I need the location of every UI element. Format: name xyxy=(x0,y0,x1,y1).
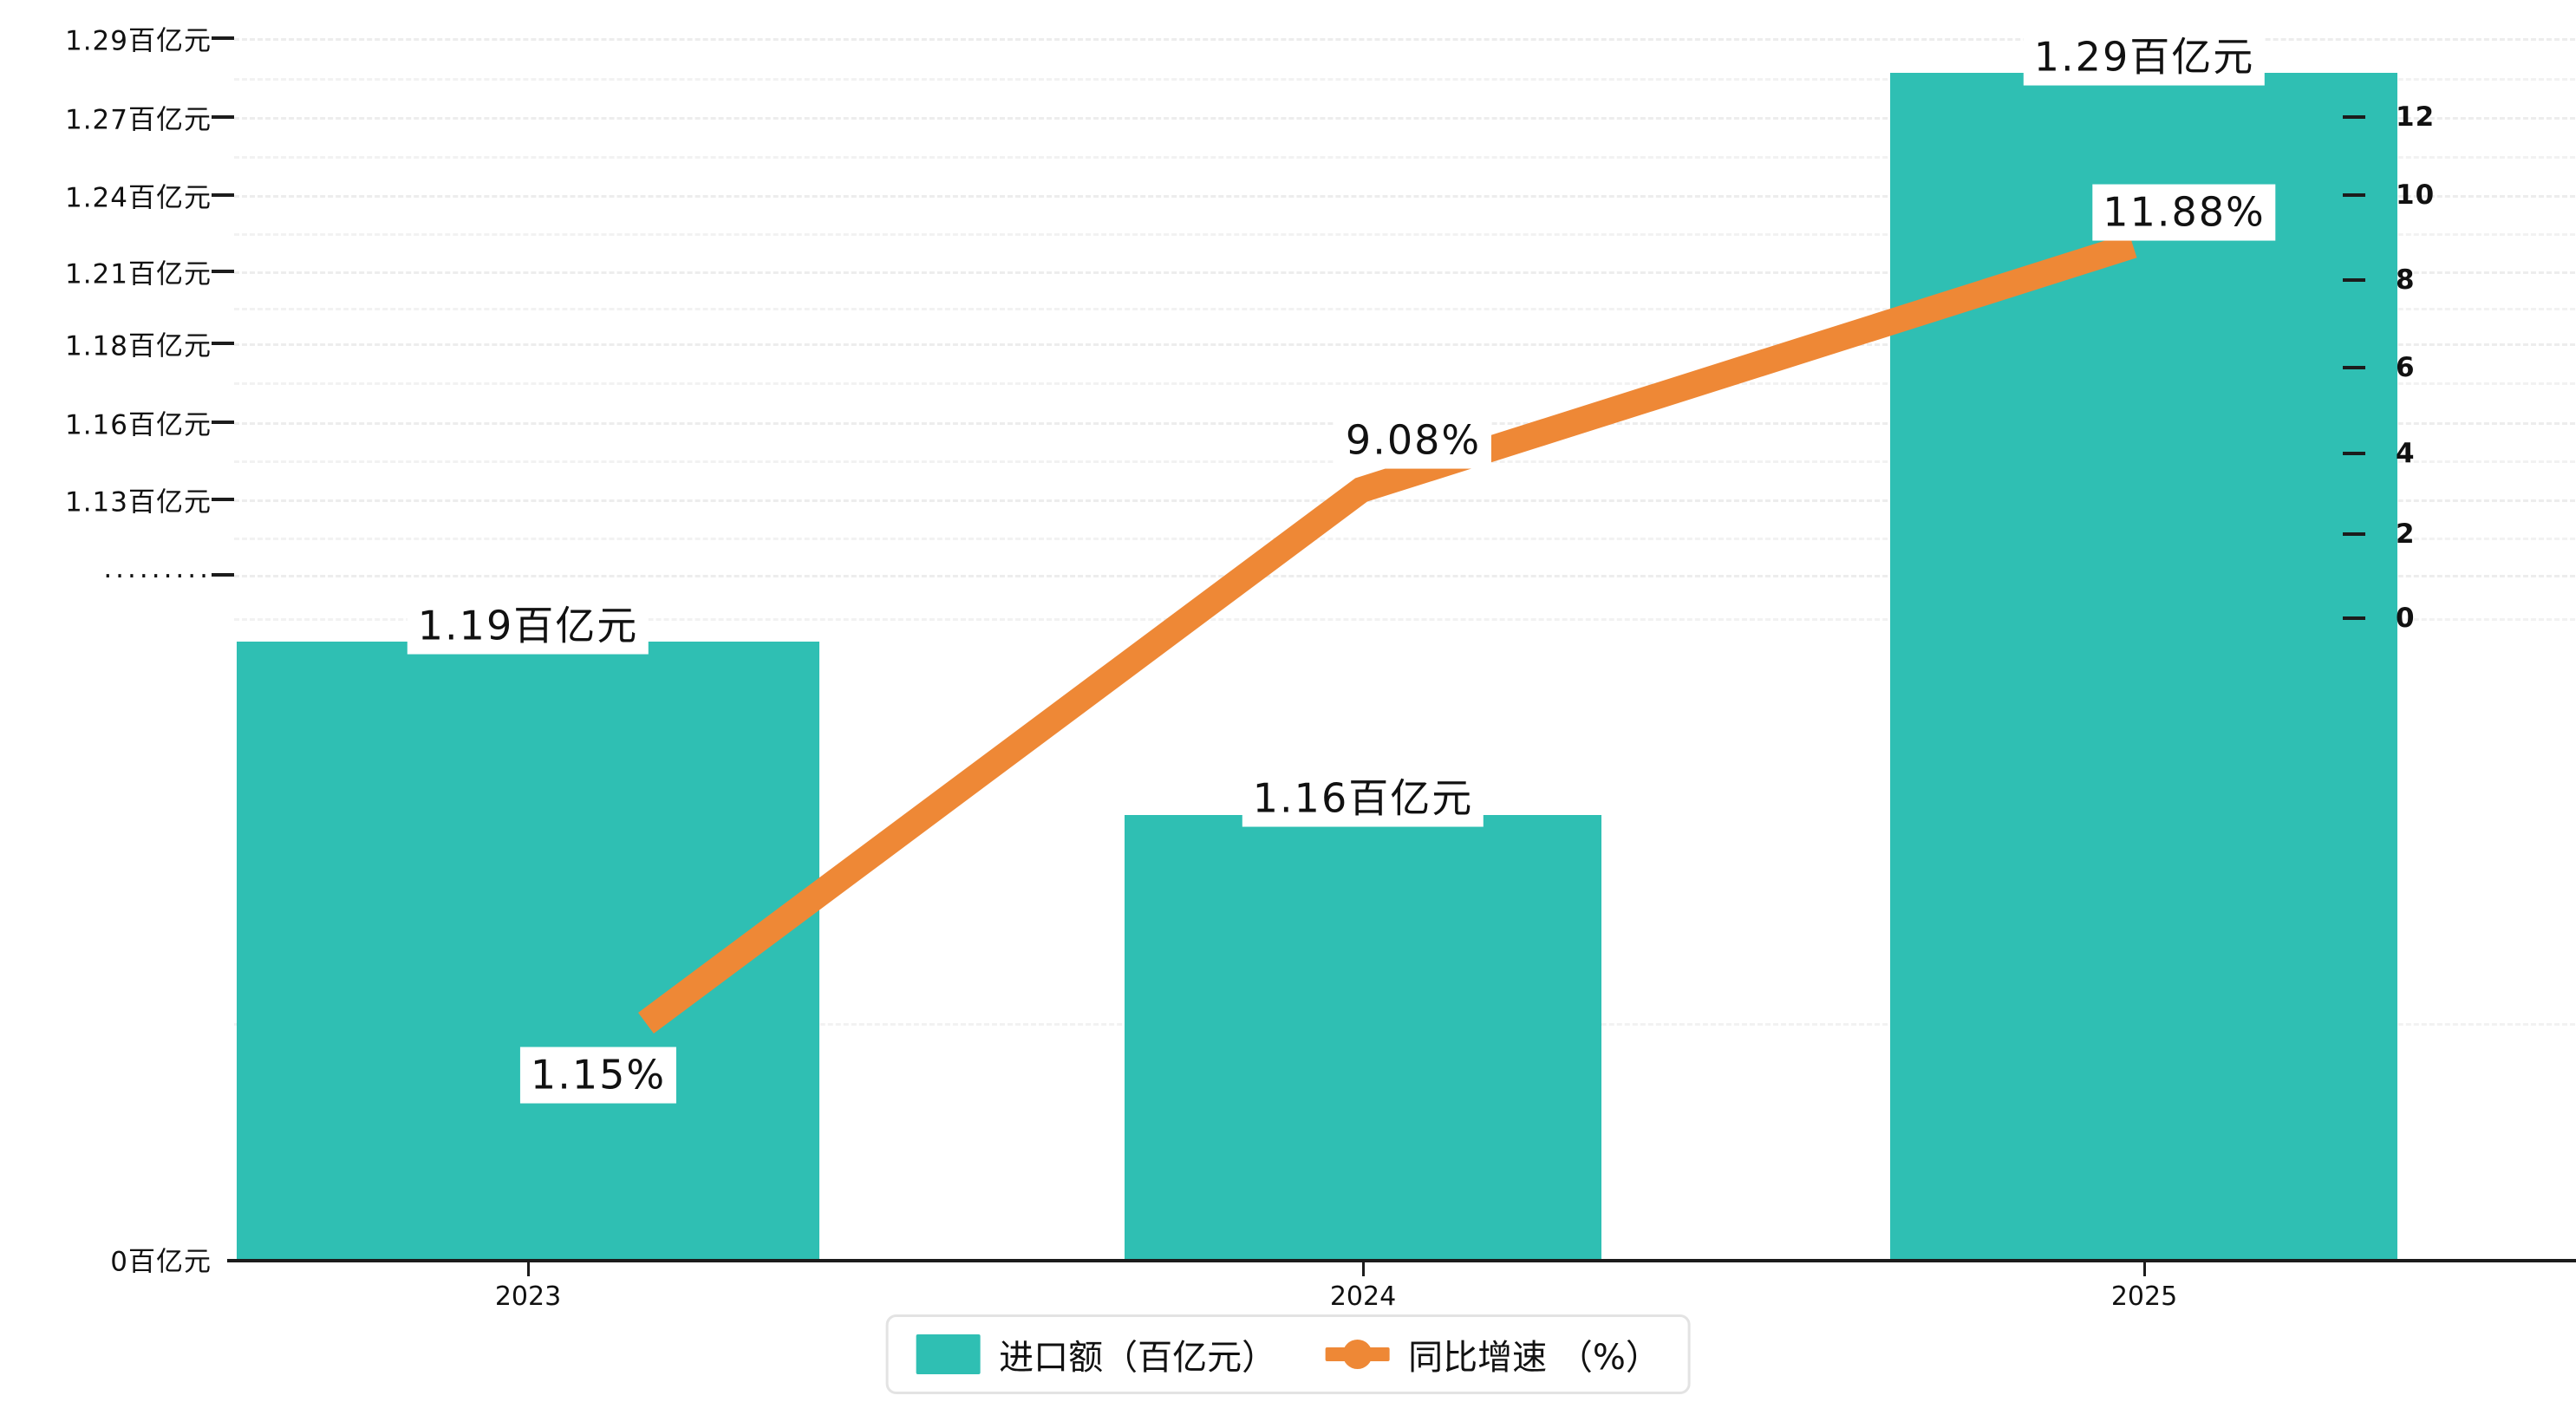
y-tick-right xyxy=(2343,452,2365,455)
y-axis-left-label: 1.13百亿元 xyxy=(64,486,212,518)
y-tick-left xyxy=(212,270,234,273)
legend-label-growth-rate: 同比增速 （%） xyxy=(1408,1338,1660,1378)
x-tick xyxy=(1362,1262,1365,1276)
y-axis-left-label: 1.24百亿元 xyxy=(64,182,212,214)
legend-label-import-amount: 进口额（百亿元） xyxy=(999,1338,1277,1378)
y-axis-right-label: 12 xyxy=(2396,101,2436,133)
y-axis-left-label: 1.16百亿元 xyxy=(64,409,212,441)
bar-2023[interactable] xyxy=(237,642,819,1259)
line-value-label-2024: 9.08% xyxy=(1334,412,1492,469)
x-tick xyxy=(2143,1262,2146,1276)
x-axis-label-2023: 2023 xyxy=(494,1281,562,1312)
bar-2024[interactable] xyxy=(1125,815,1601,1259)
y-axis-left-label-zero: 0百亿元 xyxy=(110,1246,212,1278)
y-tick-left xyxy=(212,193,234,197)
bar-value-label-2023: 1.19百亿元 xyxy=(407,597,649,655)
x-axis-label-2025: 2025 xyxy=(2110,1281,2178,1312)
gridline-minor xyxy=(234,78,2575,81)
gridline-major xyxy=(234,117,2575,120)
y-tick-right xyxy=(2343,366,2365,369)
y-tick-right xyxy=(2343,193,2365,197)
y-axis-right-label: 2 xyxy=(2396,518,2416,550)
y-axis-right-label: 4 xyxy=(2396,438,2416,469)
y-tick-left xyxy=(212,36,234,40)
y-axis-right-label: 6 xyxy=(2396,352,2416,383)
legend-swatch-line-dot-icon xyxy=(1325,1334,1390,1374)
y-axis-left-label: 1.29百亿元 xyxy=(64,25,212,57)
legend-item-import-amount[interactable]: 进口额（百亿元） xyxy=(916,1329,1276,1379)
x-axis-label-2024: 2024 xyxy=(1329,1281,1397,1312)
y-axis-left-label: 1.21百亿元 xyxy=(64,258,212,290)
x-axis-line xyxy=(227,1259,2576,1262)
bar-2025[interactable] xyxy=(1890,73,2397,1259)
gridline-minor xyxy=(234,156,2575,159)
y-tick-left xyxy=(212,573,234,577)
y-axis-left-label: 1.18百亿元 xyxy=(64,330,212,362)
y-axis-right-label: 8 xyxy=(2396,264,2416,296)
gridline-major xyxy=(234,195,2575,198)
y-tick-right xyxy=(2343,115,2365,119)
y-tick-left xyxy=(212,115,234,119)
y-axis-left-label-placeholder: ········· xyxy=(103,561,212,592)
gridline-major xyxy=(234,38,2575,41)
y-tick-left xyxy=(212,421,234,424)
legend-swatch-bar-icon xyxy=(916,1334,981,1374)
legend-item-growth-rate[interactable]: 同比增速 （%） xyxy=(1325,1329,1660,1379)
bar-value-label-2024: 1.16百亿元 xyxy=(1242,770,1484,827)
line-value-label-2025: 11.88% xyxy=(2092,184,2276,241)
x-tick xyxy=(527,1262,530,1276)
y-axis-right-label: 10 xyxy=(2396,179,2436,211)
line-value-label-2023: 1.15% xyxy=(519,1047,677,1104)
y-tick-left xyxy=(212,498,234,501)
y-tick-right xyxy=(2343,278,2365,282)
y-axis-right-label: 0 xyxy=(2396,603,2416,634)
chart-legend: 进口额（百亿元） 同比增速 （%） xyxy=(885,1314,1691,1394)
y-tick-right xyxy=(2343,532,2365,536)
bar-value-label-2025: 1.29百亿元 xyxy=(2023,29,2266,86)
y-tick-right xyxy=(2343,616,2365,620)
y-axis-left-label: 1.27百亿元 xyxy=(64,104,212,136)
y-tick-left xyxy=(212,342,234,345)
